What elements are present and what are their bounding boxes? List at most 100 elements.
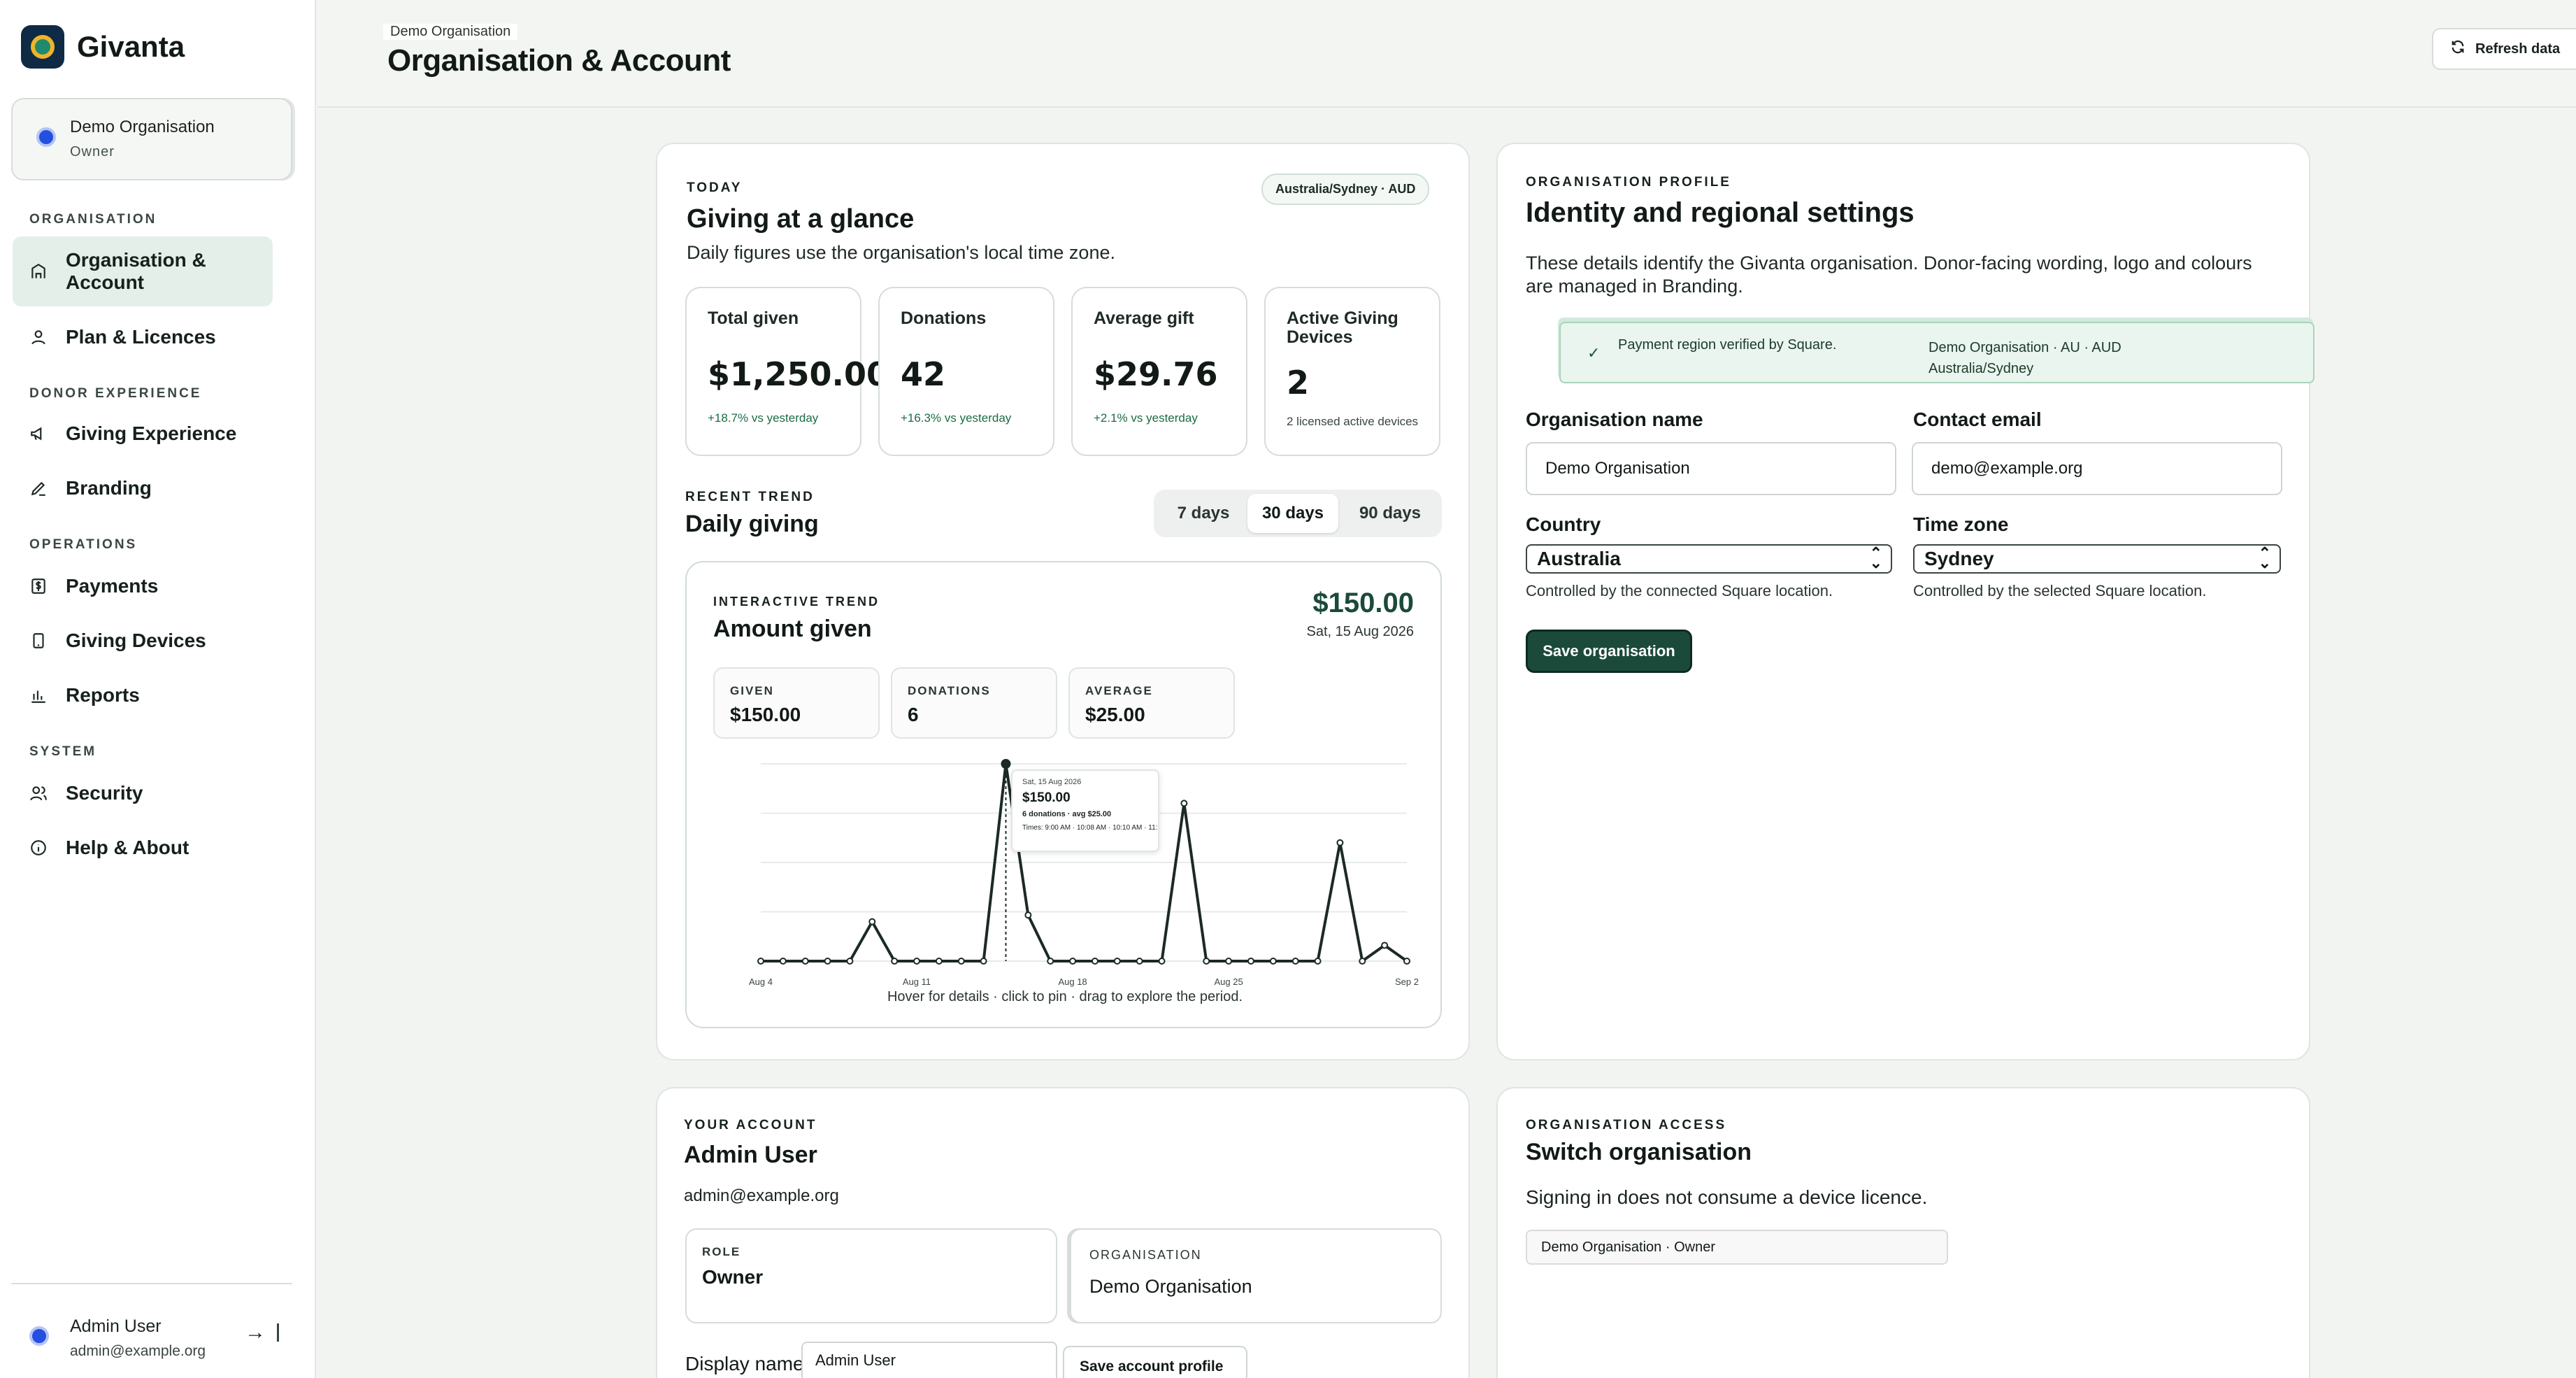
data-point[interactable] — [1069, 958, 1077, 965]
verification-meta: Demo Organisation · AU · AUD Australia/S… — [1929, 337, 2121, 379]
data-point[interactable] — [1001, 759, 1011, 769]
sidebar-item-label: Organisation & Account — [66, 249, 206, 293]
data-point[interactable] — [935, 958, 943, 965]
x-tick-label: Aug 4 — [749, 976, 773, 987]
data-point[interactable] — [1113, 958, 1121, 965]
display-name-input[interactable]: Admin User — [801, 1342, 1057, 1378]
data-point[interactable] — [891, 958, 899, 965]
nav-section-system: SYSTEM — [29, 744, 97, 759]
save-account-profile-button[interactable]: Save account profile — [1063, 1346, 1247, 1378]
sidebar-item-organisation-account[interactable]: Organisation & Account — [13, 236, 273, 306]
org-avatar — [36, 127, 56, 147]
sidebar-item-reports[interactable]: Reports — [13, 674, 273, 716]
org-name-input[interactable]: Demo Organisation — [1526, 442, 1896, 495]
timezone-select[interactable]: Sydney ⌃ ⌄ — [1913, 544, 2281, 574]
pen-icon — [29, 479, 48, 497]
data-point[interactable] — [1291, 958, 1299, 965]
verification-banner: ✓ Payment region verified by Square. Dem… — [1559, 322, 2314, 383]
save-organisation-button[interactable]: Save organisation — [1526, 630, 1692, 673]
data-point[interactable] — [1403, 958, 1410, 965]
contact-email-input[interactable]: demo@example.org — [1912, 442, 2282, 495]
display-name-label: Display name — [685, 1353, 804, 1375]
range-7-days[interactable]: 7 days — [1177, 504, 1230, 523]
country-hint: Controlled by the connected Square locat… — [1526, 582, 1833, 599]
sidebar-item-branding[interactable]: Branding — [13, 467, 273, 509]
data-point[interactable] — [1359, 958, 1366, 965]
glance-subtitle: Daily figures use the organisation's loc… — [687, 242, 1115, 263]
data-point[interactable] — [1158, 958, 1166, 965]
sidebar-item-label: Security — [66, 782, 143, 804]
sidebar-item-security[interactable]: Security — [13, 772, 273, 814]
profile-title: Identity and regional settings — [1526, 197, 1915, 228]
brand-name: Givanta — [77, 30, 185, 63]
stat-value: 2 — [1287, 364, 1310, 402]
data-point[interactable] — [957, 958, 965, 965]
nav-section-operations: OPERATIONS — [29, 537, 138, 552]
country-select[interactable]: Australia ⌃ ⌄ — [1526, 544, 1892, 574]
org-switcher[interactable]: Demo Organisation Owner — [11, 98, 292, 180]
logout-icon[interactable]: → — [245, 1321, 266, 1344]
brand[interactable]: Givanta — [21, 25, 185, 69]
data-point[interactable] — [1180, 800, 1188, 807]
data-point[interactable] — [1336, 839, 1344, 846]
data-point[interactable] — [1381, 942, 1389, 949]
org-option-demo[interactable]: Demo Organisation · Owner — [1526, 1230, 1948, 1265]
sidebar-item-payments[interactable]: Payments — [13, 565, 273, 607]
data-point[interactable] — [1314, 958, 1322, 965]
bar-chart-icon — [29, 686, 48, 704]
tablet-icon — [29, 632, 48, 650]
range-30-days[interactable]: 30 days — [1247, 494, 1338, 533]
sidebar-item-plan[interactable]: Plan & Licences — [13, 316, 273, 358]
sidebar-item-label: Payments — [66, 575, 159, 597]
daily-giving-chart[interactable]: Aug 4 Aug 11 Aug 18 Aug 25 Sep 2 — [701, 751, 1428, 989]
data-point[interactable] — [1091, 958, 1099, 965]
tooltip-times: Times: 9:00 AM · 10:08 AM · 10:10 AM · 1… — [1022, 824, 1158, 832]
data-point[interactable] — [846, 958, 854, 965]
sidebar-item-giving-experience[interactable]: Giving Experience — [13, 413, 273, 455]
verification-meta-line-2: Australia/Sydney — [1929, 361, 2034, 376]
data-point[interactable] — [1024, 911, 1032, 919]
interactive-trend-title: Amount given — [713, 616, 872, 642]
data-point[interactable] — [1269, 958, 1277, 965]
data-point[interactable] — [801, 958, 809, 965]
data-point[interactable] — [757, 958, 764, 965]
stat-label: Total given — [708, 308, 799, 328]
range-selector: 7 days 30 days 90 days — [1154, 490, 1442, 537]
data-point[interactable] — [1225, 958, 1233, 965]
stat-value: $1,250.00 — [708, 355, 889, 393]
data-point[interactable] — [868, 918, 876, 925]
chart-tooltip: Sat, 15 Aug 2026 $150.00 6 donations · a… — [1011, 769, 1159, 852]
mini-label: GIVEN — [730, 684, 774, 697]
data-point[interactable] — [1203, 958, 1210, 965]
stat-value: $29.76 — [1094, 355, 1218, 393]
account-org-box: ORGANISATION Demo Organisation — [1070, 1228, 1442, 1323]
data-point[interactable] — [980, 958, 987, 965]
sidebar-item-giving-devices[interactable]: Giving Devices — [13, 620, 273, 662]
country-label: Country — [1526, 513, 1601, 535]
data-point[interactable] — [779, 958, 787, 965]
user-icon — [29, 328, 48, 346]
stat-donations: Donations 42 +16.3% vs yesterday — [878, 287, 1054, 456]
tooltip-detail: 6 donations · avg $25.00 — [1022, 810, 1112, 818]
data-point[interactable] — [913, 958, 921, 965]
mini-average: AVERAGE $25.00 — [1068, 667, 1235, 739]
account-org-label: ORGANISATION — [1089, 1248, 1202, 1262]
data-point[interactable] — [1047, 958, 1054, 965]
role-box: ROLE Owner — [685, 1228, 1057, 1323]
breadcrumb[interactable]: Demo Organisation — [383, 24, 518, 40]
data-point[interactable] — [824, 958, 831, 965]
range-90-days[interactable]: 90 days — [1359, 504, 1422, 523]
mini-donations: DONATIONS 6 — [891, 667, 1057, 739]
chart-hint: Hover for details · click to pin · drag … — [887, 989, 1243, 1004]
sidebar-item-help[interactable]: Help & About — [13, 827, 273, 869]
stat-delta: +18.7% vs yesterday — [708, 411, 819, 425]
data-point[interactable] — [1247, 958, 1254, 965]
nav-section-organisation: ORGANISATION — [29, 212, 157, 227]
org-switcher-role: Owner — [70, 144, 115, 159]
refresh-button[interactable]: Refresh data — [2432, 28, 2576, 70]
verification-meta-line-1: Demo Organisation · AU · AUD — [1929, 340, 2121, 355]
access-eyebrow: ORGANISATION ACCESS — [1526, 1118, 1727, 1132]
sidebar-item-label: Help & About — [66, 837, 189, 858]
profile-eyebrow: ORGANISATION PROFILE — [1526, 175, 1731, 190]
data-point[interactable] — [1136, 958, 1143, 965]
